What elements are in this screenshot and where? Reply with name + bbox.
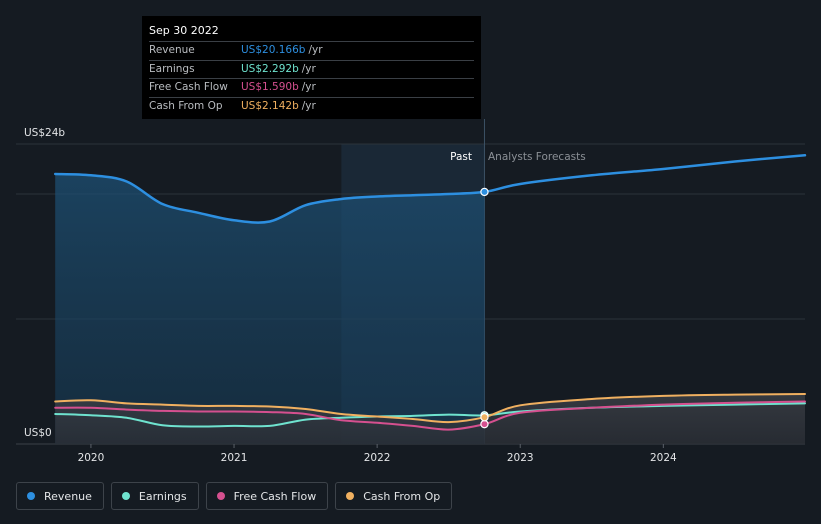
tooltip-row-cash-from-op: Cash From Op US$2.142b /yr <box>149 96 474 116</box>
tooltip-date: Sep 30 2022 <box>149 24 219 37</box>
tooltip-unit: /yr <box>308 44 323 56</box>
free-cash-flow-point <box>480 419 489 429</box>
tooltip-value: US$20.166b <box>241 44 306 56</box>
cash-from-op-dot-icon <box>346 492 355 500</box>
legend-item-cash-from-op[interactable]: Cash From Op <box>335 482 453 510</box>
x-tick-label: 2021 <box>221 452 248 464</box>
tooltip-label: Free Cash Flow <box>149 81 228 93</box>
tooltip: Sep 30 2022 Revenue US$20.166b /yr Earni… <box>142 16 481 119</box>
x-tick-label: 2023 <box>507 452 534 464</box>
earnings-dot-icon <box>121 492 130 500</box>
tooltip-unit: /yr <box>301 99 316 112</box>
tooltip-unit: /yr <box>301 62 316 75</box>
tooltip-row-earnings: Earnings US$2.292b /yr <box>149 59 474 79</box>
y-tick-label-top: US$24b <box>24 127 65 139</box>
free-cash-flow-line <box>54 400 806 431</box>
tooltip-label: Cash From Op <box>149 99 223 112</box>
legend-item-free-cash-flow[interactable]: Free Cash Flow <box>205 482 329 510</box>
legend-item-revenue[interactable]: Revenue <box>16 482 104 510</box>
x-tick-label: 2022 <box>364 452 391 464</box>
tooltip-value: US$2.142b <box>241 99 299 112</box>
tooltip-row-free-cash-flow: Free Cash Flow US$1.590b /yr <box>149 78 474 97</box>
legend: Revenue Earnings Free Cash Flow Cash Fro… <box>16 482 453 510</box>
past-section-label: Past <box>450 151 472 163</box>
tooltip-value: US$2.292b <box>241 62 299 75</box>
tooltip-row-revenue: Revenue US$20.166b /yr <box>149 41 474 60</box>
free-cash-flow-dot-icon <box>216 492 225 500</box>
cash-from-op-point <box>480 413 489 422</box>
forecast-section-label: Analysts Forecasts <box>488 151 586 163</box>
legend-label: Revenue <box>44 489 92 503</box>
legend-label: Cash From Op <box>363 489 441 503</box>
cash-from-op-line <box>54 393 806 424</box>
tooltip-label: Revenue <box>149 44 195 56</box>
x-tick-label: 2020 <box>78 452 105 464</box>
y-tick-label-bottom: US$0 <box>24 427 52 439</box>
revenue-dot-icon <box>27 492 35 500</box>
legend-item-earnings[interactable]: Earnings <box>110 482 199 510</box>
tooltip-unit: /yr <box>301 81 316 93</box>
legend-label: Earnings <box>138 489 187 503</box>
revenue-area <box>55 174 485 444</box>
tooltip-value: US$1.590b <box>241 81 299 93</box>
x-tick-label: 2024 <box>650 452 677 464</box>
legend-label: Free Cash Flow <box>233 489 317 503</box>
revenue-point <box>480 187 489 197</box>
revenue-line <box>53 154 807 224</box>
tooltip-label: Earnings <box>149 62 195 75</box>
